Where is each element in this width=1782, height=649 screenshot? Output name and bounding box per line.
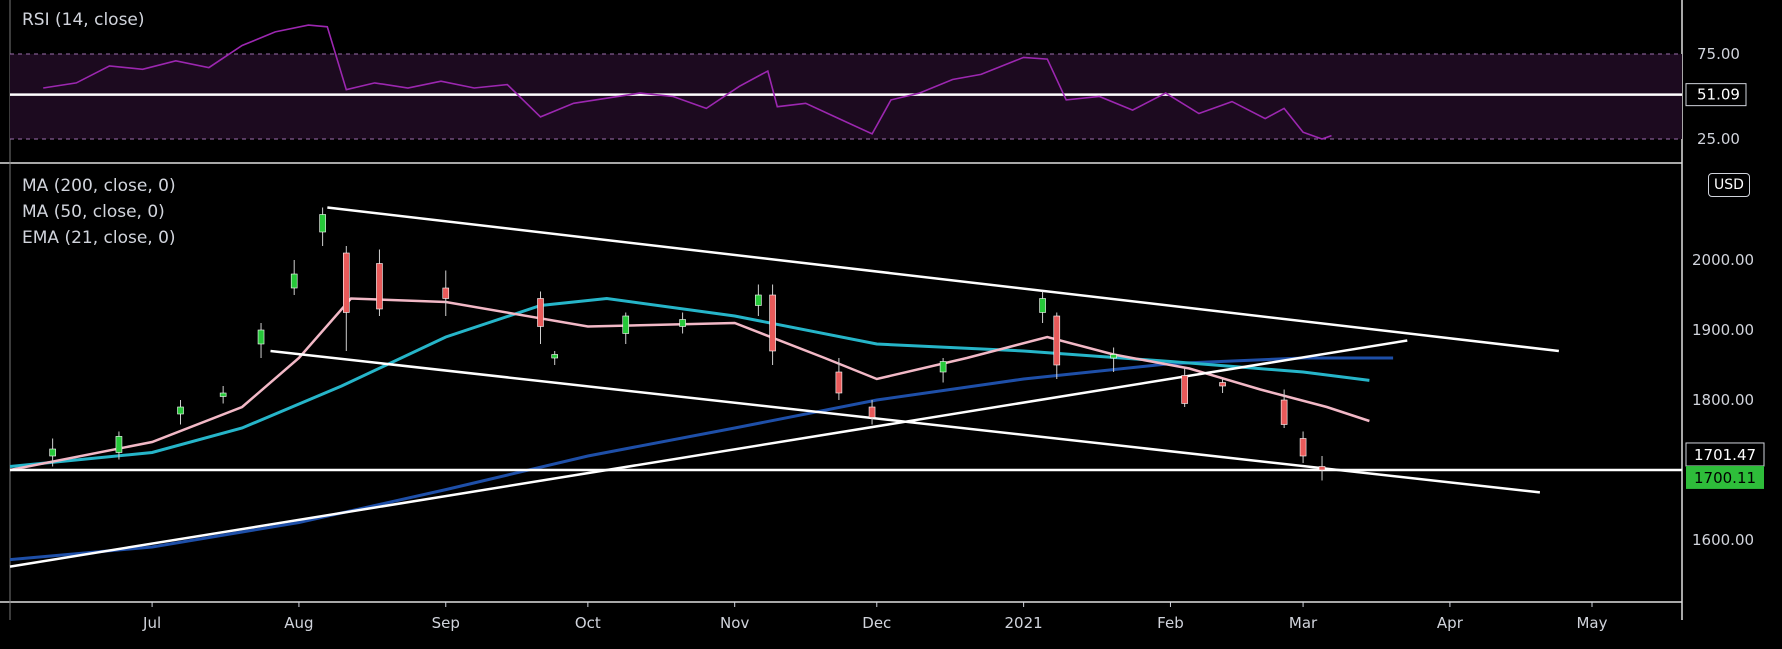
x-tick-aug: Aug	[284, 614, 313, 632]
rsi-tick-75: 75.00	[1697, 45, 1740, 63]
candle-15	[755, 294, 762, 306]
price-tick-4: 1600.00	[1692, 531, 1754, 549]
candle-10	[442, 287, 450, 299]
candle-2	[115, 436, 123, 453]
candle-25	[1280, 399, 1288, 425]
x-tick-mar: Mar	[1289, 614, 1318, 632]
candle-6	[290, 273, 298, 289]
trendline-3	[9, 339, 1408, 568]
ma50-line	[9, 296, 1370, 468]
currency-button[interactable]: USD	[1708, 173, 1750, 197]
price-marker-label: 1701.47	[1694, 446, 1756, 464]
candle-5	[257, 329, 265, 345]
candle-19	[939, 361, 947, 373]
price-tick-3: 1800.00	[1692, 391, 1754, 409]
x-tick-dec: Dec	[862, 614, 891, 632]
candle-21	[1053, 315, 1061, 366]
rsi-band	[10, 54, 1682, 139]
x-tick-nov: Nov	[720, 614, 749, 632]
x-tick-oct: Oct	[575, 614, 601, 632]
candle-7	[319, 214, 326, 233]
candle-16	[769, 294, 776, 352]
candle-23	[1181, 375, 1188, 404]
candle-3	[177, 406, 184, 415]
ema21-label: EMA (21, close, 0)	[22, 228, 176, 248]
price-tick-1: 2000.00	[1692, 251, 1754, 269]
ma50-label: MA (50, close, 0)	[22, 202, 165, 222]
candle-18	[868, 406, 876, 418]
candle-8	[342, 252, 350, 313]
candle-20	[1039, 298, 1046, 313]
x-tick-sep: Sep	[432, 614, 460, 632]
candle-22	[1110, 354, 1117, 359]
x-tick-jul: Jul	[142, 614, 161, 632]
rsi-tick-25: 25.00	[1697, 130, 1740, 148]
ma200-line	[9, 356, 1394, 562]
ema21-line	[9, 297, 1370, 472]
price-tick-2: 1900.00	[1692, 321, 1754, 339]
x-tick-feb: Feb	[1157, 614, 1184, 632]
candle-1	[49, 448, 56, 457]
candle-4	[219, 392, 227, 397]
candle-26	[1299, 438, 1307, 457]
rsi-value-box	[1685, 83, 1747, 107]
candle-12	[551, 354, 559, 359]
rsi-title: RSI (14, close)	[22, 10, 145, 30]
x-tick-2021: 2021	[1005, 614, 1043, 632]
last-price-label: 1700.11	[1694, 469, 1756, 487]
ma200-label: MA (200, close, 0)	[22, 176, 176, 196]
candle-14	[679, 319, 686, 327]
last-price-box	[1686, 465, 1764, 489]
candle-11	[537, 298, 544, 327]
rsi-line	[43, 24, 1332, 140]
rsi-value-label: 51.09	[1697, 86, 1740, 104]
candle-13	[622, 315, 630, 334]
candle-17	[835, 371, 843, 394]
x-tick-apr: Apr	[1437, 614, 1464, 632]
candle-24	[1219, 382, 1226, 387]
candle-27	[1318, 466, 1326, 471]
trendline-1	[327, 206, 1559, 353]
x-tick-may: May	[1576, 614, 1607, 632]
candle-9	[376, 263, 383, 310]
